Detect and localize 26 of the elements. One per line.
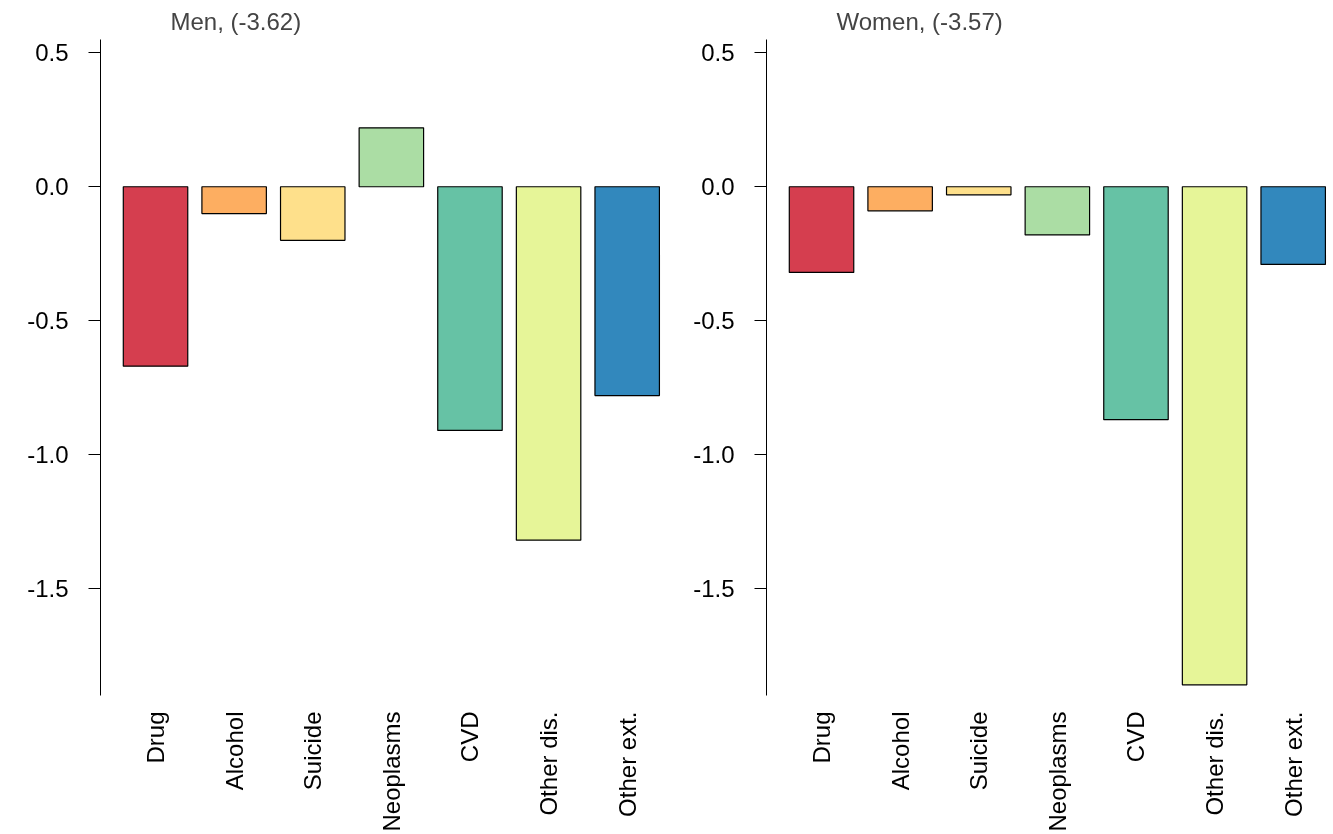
y-tick-label: -1.0: [693, 441, 735, 469]
x-tick-label: Other ext.: [613, 711, 641, 817]
y-tick-label: 0.0: [35, 173, 69, 201]
x-tick-label: Other dis.: [1201, 711, 1229, 816]
y-tick-label: 0.5: [701, 39, 735, 67]
x-tick-label: Drug: [142, 711, 170, 764]
y-tick-label: 0.5: [35, 39, 69, 67]
x-tick-label: CVD: [456, 711, 484, 763]
x-tick-label: Neoplasms: [1043, 711, 1071, 832]
y-tick-label: -1.5: [27, 574, 69, 602]
x-tick-label: Alcohol: [886, 711, 914, 791]
chart-title: Women, (-3.57): [836, 7, 1003, 35]
x-tick-label: Other ext.: [1279, 711, 1307, 817]
x-tick-label: Suicide: [299, 711, 327, 791]
chart-title: Men, (-3.62): [170, 7, 302, 35]
y-tick-label: -1.5: [693, 574, 735, 602]
x-tick-label: Alcohol: [220, 711, 248, 791]
x-tick-label: Other dis.: [535, 711, 563, 816]
y-tick-label: -0.5: [27, 307, 69, 335]
y-tick-label: 0.0: [701, 173, 735, 201]
x-tick-label: Suicide: [965, 711, 993, 791]
x-tick-label: Neoplasms: [377, 711, 405, 832]
x-tick-label: Drug: [808, 711, 836, 764]
y-tick-label: -0.5: [693, 307, 735, 335]
x-tick-label: CVD: [1122, 711, 1150, 763]
y-tick-label: -1.0: [27, 441, 69, 469]
